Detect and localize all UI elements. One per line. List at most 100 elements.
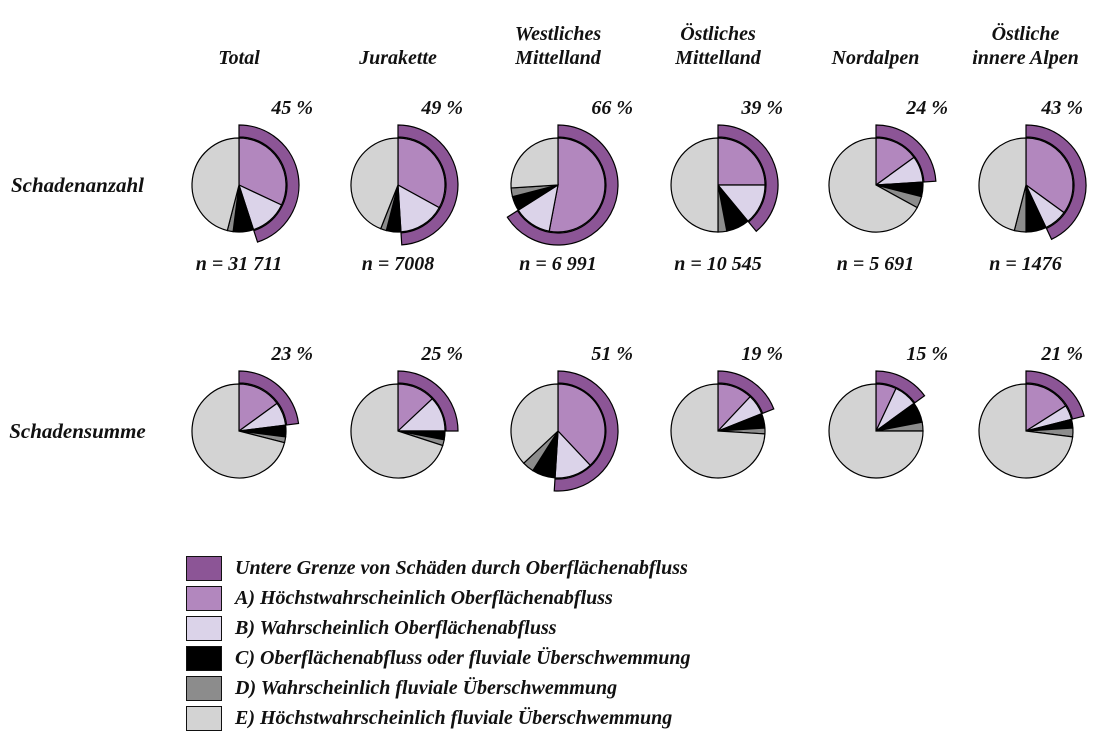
slice-E: [670, 383, 766, 479]
percent-label: 66 %: [591, 97, 633, 119]
pie-cell-schadenanzahl-ostliches-mittelland: 39 % n = 10 545: [643, 93, 793, 276]
outer-arc-lower-bound: [874, 124, 937, 183]
percent-label: 19 %: [741, 343, 783, 365]
legend-label-C: C) Oberflächenabfluss oder fluviale Über…: [235, 647, 691, 669]
percent-label: 24 %: [906, 97, 948, 119]
slice-B: [397, 183, 441, 233]
pie-chart-schadenanzahl-nordalpen: [827, 124, 937, 233]
percent-label: 39 %: [741, 97, 783, 119]
column-header-westliches-mittelland: Westliches Mittelland: [473, 8, 643, 70]
outer-arc-lower-bound: [238, 370, 300, 426]
slice-A: [1024, 383, 1067, 433]
column-headers: Total Jurakette Westliches Mittelland Östlic…: [0, 8, 1093, 70]
slice-E: [350, 137, 399, 230]
pie-chart-schadensumme-ostliches-mittelland: [670, 370, 775, 479]
column-header-line-1: innere Alpen: [972, 47, 1079, 69]
slice-E: [977, 137, 1027, 232]
slice-A: [548, 137, 606, 233]
n-label: n = 10 545: [674, 253, 762, 275]
pie-cell-schadenanzahl-ostliche-innere-alpen: 43 % n = 1476: [958, 93, 1093, 276]
column-header-ostliche-innere-alpen: Östliche innere Alpen: [958, 8, 1093, 70]
slice-E: [191, 137, 240, 232]
pie-chart-schadensumme-ostliche-innere-alpen: [977, 370, 1085, 479]
legend-swatch-B: [186, 616, 222, 641]
legend-item-D: D) Wahrscheinlich fluviale Überschwemmun…: [186, 676, 691, 701]
legend: Untere Grenze von Schäden durch Oberfläc…: [186, 556, 691, 736]
outer-arc-lower-bound: [238, 124, 300, 243]
outer-arc-lower-bound: [397, 124, 459, 246]
outer-arc-lower-bound: [1024, 124, 1087, 241]
slice-E: [827, 137, 918, 233]
percent-label: 51 %: [591, 343, 633, 365]
outer-arc-lower-bound: [717, 124, 779, 233]
column-header-line-1: Mittelland: [515, 47, 601, 69]
slice-E: [977, 383, 1073, 479]
n-label: n = 1476: [989, 253, 1062, 275]
pie-chart-schadenanzahl-total: [191, 124, 300, 243]
pie-cell-schadenanzahl-jurakette: 49 % n = 7008: [323, 93, 473, 276]
n-label: n = 5 691: [836, 253, 915, 275]
n-label: n = 7008: [361, 253, 435, 275]
column-header-line-1: Mittelland: [675, 47, 761, 69]
row-label-schadensumme: Schadensumme: [9, 418, 146, 443]
column-header-jurakette: Jurakette: [323, 8, 473, 70]
column-header-line-0: Westliches: [514, 23, 602, 45]
legend-label-E: E) Höchstwahrscheinlich fluviale Übersch…: [235, 707, 673, 729]
outer-arc-lower-bound: [874, 370, 925, 404]
legend-swatch-D: [186, 676, 222, 701]
row-schadensumme: Schadensumme 23 % 25 % 51 % 19 % 15 % 21 %: [0, 339, 1093, 503]
pie-chart-schadenanzahl-jurakette: [350, 124, 459, 246]
pie-chart-schadenanzahl-westliches-mittelland: [506, 124, 619, 246]
pie-cell-schadenanzahl-nordalpen: 24 % n = 5 691: [793, 93, 958, 276]
legend-item-A: A) Höchstwahrscheinlich Oberflächenabflu…: [186, 586, 691, 611]
row-schadenanzahl: Schadenanzahl 45 % n = 31 711 49 % n = 7008…: [0, 93, 1093, 276]
pie-cell-schadensumme-total: 23 %: [155, 339, 323, 503]
legend-label-B: B) Wahrscheinlich Oberflächenabfluss: [235, 617, 557, 639]
outer-arc-lower-bound: [553, 370, 619, 492]
percent-label: 45 %: [271, 97, 313, 119]
percent-label: 49 %: [421, 97, 463, 119]
pie-chart-schadensumme-nordalpen: [827, 370, 925, 479]
slice-E: [510, 383, 559, 465]
pie-cell-schadensumme-westliches-mittelland: 51 %: [473, 339, 643, 503]
legend-swatch-E: [186, 706, 222, 731]
percent-label: 15 %: [906, 343, 948, 365]
legend-swatch-arc: [186, 556, 222, 581]
percent-label: 43 %: [1041, 97, 1083, 119]
outer-arc-lower-bound: [397, 370, 459, 432]
pie-row-schadensumme: 23 % 25 % 51 % 19 % 15 % 21 %: [155, 339, 1093, 503]
percent-label: 25 %: [421, 343, 463, 365]
legend-swatch-A: [186, 586, 222, 611]
pie-cell-schadenanzahl-total: 45 % n = 31 711: [155, 93, 323, 276]
column-header-line-0: Östliche: [991, 23, 1060, 45]
outer-arc-lower-bound: [506, 124, 619, 246]
pie-chart-schadenanzahl-ostliche-innere-alpen: [977, 124, 1087, 241]
pie-cell-schadensumme-nordalpen: 15 %: [793, 339, 958, 503]
column-header-line-0: Jurakette: [359, 47, 437, 69]
legend-item-arc: Untere Grenze von Schäden durch Oberfläc…: [186, 556, 691, 581]
slice-A: [1024, 137, 1074, 214]
pie-cell-schadenanzahl-westliches-mittelland: 66 % n = 6 991: [473, 93, 643, 276]
slice-E: [670, 137, 719, 233]
pie-chart-schadenanzahl-ostliches-mittelland: [670, 124, 779, 233]
legend-item-B: B) Wahrscheinlich Oberflächenabfluss: [186, 616, 691, 641]
column-header-line-0: Total: [218, 47, 260, 69]
row-label-schadenanzahl: Schadenanzahl: [10, 172, 145, 197]
column-header-total: Total: [155, 8, 323, 70]
legend-swatch-C: [186, 646, 222, 671]
slice-A: [397, 137, 446, 209]
slice-A: [238, 137, 287, 206]
slice-A: [557, 383, 606, 467]
pie-chart-schadensumme-jurakette: [350, 370, 459, 479]
slice-E: [827, 383, 924, 479]
legend-label-D: D) Wahrscheinlich fluviale Überschwemmun…: [235, 677, 618, 699]
column-header-line-0: Östliches: [680, 23, 756, 45]
pie-chart-schadensumme-total: [191, 370, 300, 479]
legend-label-A: A) Höchstwahrscheinlich Oberflächenabflu…: [235, 587, 613, 609]
pie-chart-schadensumme-westliches-mittelland: [510, 370, 619, 492]
column-header-nordalpen: Nordalpen: [793, 8, 958, 70]
slice-E: [350, 383, 444, 479]
legend-label-arc: Untere Grenze von Schäden durch Oberfläc…: [235, 557, 688, 579]
legend-item-E: E) Höchstwahrscheinlich fluviale Übersch…: [186, 706, 691, 731]
